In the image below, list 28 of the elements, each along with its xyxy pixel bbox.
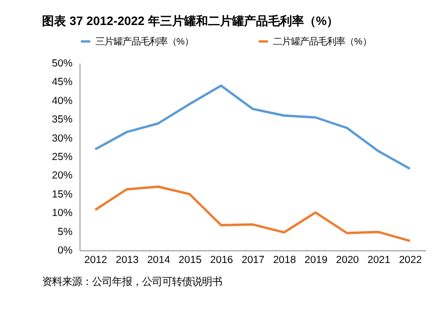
y-tick-label: 10% — [52, 208, 72, 220]
y-tick-label: 45% — [52, 77, 72, 88]
x-tick-label: 2022 — [398, 254, 422, 266]
x-tick-label: 2021 — [367, 254, 391, 266]
y-tick-label: 15% — [52, 189, 72, 200]
legend-label: 二片罐产品毛利率（%） — [273, 36, 372, 46]
legend-label: 三片罐产品毛利率（%） — [95, 36, 194, 46]
y-tick-label: 0% — [58, 246, 72, 257]
x-tick-label: 2013 — [116, 254, 139, 266]
x-tick-label: 2015 — [178, 254, 202, 266]
y-tick-label: 35% — [52, 114, 72, 126]
y-tick-label: 25% — [52, 152, 72, 164]
y-tick-label: 40% — [52, 96, 72, 107]
x-tick-label: 2019 — [304, 254, 328, 266]
x-tick-label: 2017 — [242, 254, 265, 266]
y-tick-label: 50% — [52, 58, 72, 70]
chart-title: 图表 37 2012-2022 年三片罐和二片罐产品毛利率（%） — [42, 14, 339, 28]
x-tick-label: 2012 — [84, 254, 108, 266]
x-tick-label: 2014 — [147, 254, 170, 266]
x-tick-label: 2018 — [273, 254, 296, 266]
x-tick-label: 2020 — [336, 254, 360, 266]
line-series — [94, 84, 412, 170]
y-tick-label: 30% — [52, 133, 72, 144]
x-tick-label: 2016 — [210, 254, 234, 266]
text: 资料来源：公司年报，公司可转债说明书 — [42, 276, 222, 288]
line-series — [94, 186, 412, 242]
y-tick-label: 5% — [58, 226, 72, 238]
y-tick-label: 20% — [52, 170, 72, 182]
